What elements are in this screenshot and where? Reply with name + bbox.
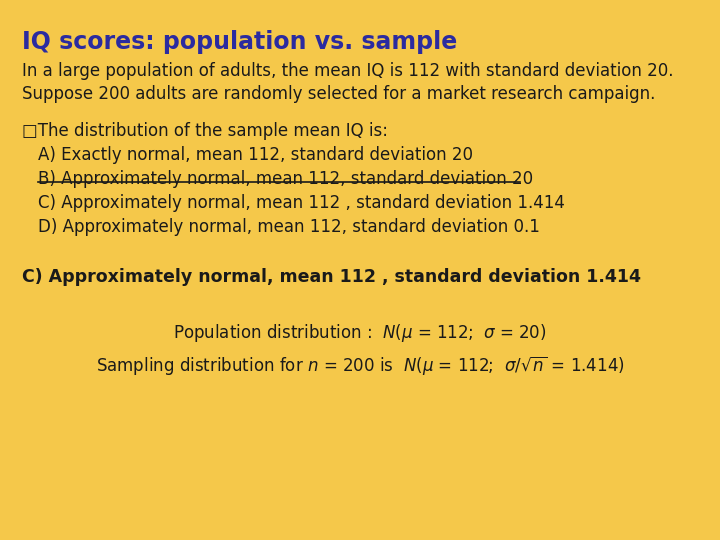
Text: B) Approximately normal, mean 112, standard deviation 20: B) Approximately normal, mean 112, stand… [38, 170, 533, 188]
Text: IQ scores: population vs. sample: IQ scores: population vs. sample [22, 30, 457, 54]
Text: Population distribution :  $\mathit{N}$($\mathit{\mu}$ = 112;  $\mathit{\sigma}$: Population distribution : $\mathit{N}$($… [174, 322, 546, 344]
Text: C) Approximately normal, mean 112 , standard deviation 1.414: C) Approximately normal, mean 112 , stan… [38, 194, 565, 212]
Text: □The distribution of the sample mean IQ is:: □The distribution of the sample mean IQ … [22, 122, 388, 140]
Text: A) Exactly normal, mean 112, standard deviation 20: A) Exactly normal, mean 112, standard de… [38, 146, 473, 164]
Text: C) Approximately normal, mean 112 , standard deviation 1.414: C) Approximately normal, mean 112 , stan… [22, 268, 641, 286]
Text: Sampling distribution for $\mathit{n}$ = 200 is  $\mathit{N}$($\mathit{\mu}$ = 1: Sampling distribution for $\mathit{n}$ =… [96, 354, 624, 377]
Text: D) Approximately normal, mean 112, standard deviation 0.1: D) Approximately normal, mean 112, stand… [38, 218, 540, 236]
Text: Suppose 200 adults are randomly selected for a market research campaign.: Suppose 200 adults are randomly selected… [22, 85, 655, 103]
Text: In a large population of adults, the mean IQ is 112 with standard deviation 20.: In a large population of adults, the mea… [22, 62, 673, 80]
